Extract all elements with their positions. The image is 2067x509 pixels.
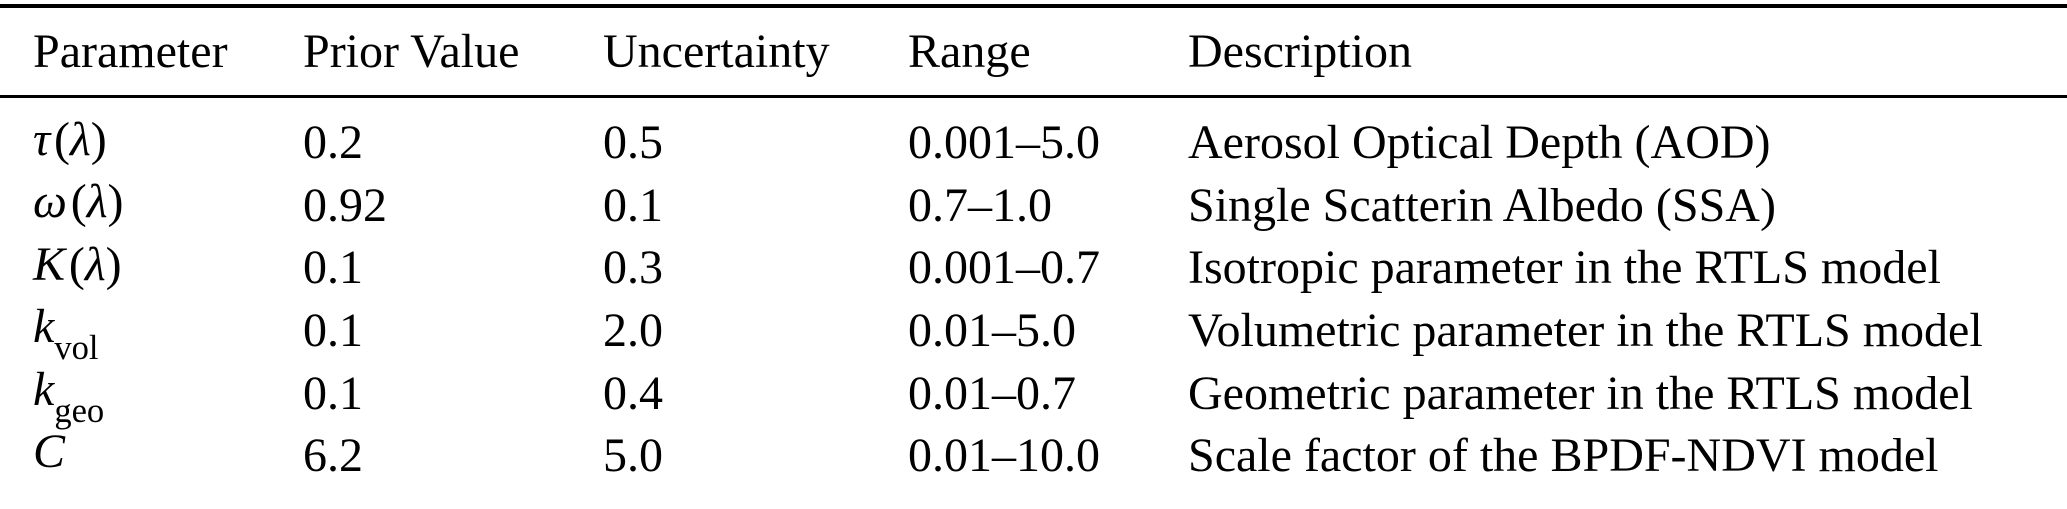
param-argument: λ [70, 112, 91, 166]
param-paren-open: ( [54, 112, 70, 166]
description-cell: Isotropic parameter in the RTLS model [1188, 241, 1941, 295]
parameters-table: Parameter Prior Value Uncertainty Range … [0, 4, 2067, 509]
col-header-range: Range [908, 6, 1188, 98]
table-row: τ(λ) 0.2 0.5 0.001–5.0 Aerosol Optical D… [0, 96, 2067, 174]
param-paren-close: ) [90, 112, 107, 166]
parameter-cell: C [0, 424, 303, 509]
uncertainty-cell: 0.5 [603, 116, 663, 170]
prior-value-cell: 0.1 [303, 241, 363, 295]
uncertainty-cell: 0.1 [603, 178, 663, 232]
parameter-cell: kvol [0, 299, 303, 367]
col-header-prior-value: Prior Value [303, 6, 603, 98]
prior-value-cell: 0.2 [303, 116, 363, 170]
prior-value-cell: 0.92 [303, 178, 387, 232]
prior-value-cell: 6.2 [303, 429, 363, 483]
param-subscript: geo [54, 391, 105, 430]
param-subscript: vol [54, 329, 99, 368]
uncertainty-cell: 0.3 [603, 241, 663, 295]
param-paren-open: ( [68, 237, 85, 291]
param-paren-open: ( [70, 175, 87, 229]
col-header-uncertainty: Uncertainty [603, 6, 908, 98]
table-row: ω(λ) 0.92 0.1 0.7–1.0 Single Scatterin A… [0, 174, 2067, 237]
param-paren-close: ) [105, 237, 122, 291]
description-cell: Volumetric parameter in the RTLS model [1188, 304, 1983, 358]
range-cell: 0.001–0.7 [908, 241, 1100, 295]
table-row: K(λ) 0.1 0.3 0.001–0.7 Isotropic paramet… [0, 237, 2067, 300]
param-argument: λ [86, 175, 108, 229]
parameter-cell: τ(λ) [0, 96, 303, 174]
description-cell: Aerosol Optical Depth (AOD) [1188, 116, 1771, 170]
table-row: kgeo 0.1 0.4 0.01–0.7 Geometric paramete… [0, 362, 2067, 430]
param-argument: λ [84, 237, 106, 291]
table-row: kvol 0.1 2.0 0.01–5.0 Volumetric paramet… [0, 299, 2067, 367]
param-paren-close: ) [107, 175, 124, 229]
parameter-cell: kgeo [0, 362, 303, 430]
parameter-cell: K(λ) [0, 237, 303, 300]
range-cell: 0.01–5.0 [908, 304, 1076, 358]
description-cell: Scale factor of the BPDF-NDVI model [1188, 429, 1939, 483]
param-symbol: C [33, 425, 66, 479]
uncertainty-cell: 0.4 [603, 366, 663, 420]
range-cell: 0.7–1.0 [908, 178, 1052, 232]
prior-value-cell: 0.1 [303, 366, 363, 420]
table-row: C 6.2 5.0 0.01–10.0 Scale factor of the … [0, 424, 2067, 509]
param-symbol: τ [33, 112, 51, 166]
uncertainty-cell: 2.0 [603, 304, 663, 358]
parameter-cell: ω(λ) [0, 174, 303, 237]
uncertainty-cell: 5.0 [603, 429, 663, 483]
param-symbol: k [33, 300, 55, 354]
param-symbol: k [33, 362, 55, 416]
description-cell: Single Scatterin Albedo (SSA) [1188, 178, 1776, 232]
range-cell: 0.001–5.0 [908, 116, 1100, 170]
col-header-parameter: Parameter [0, 6, 303, 98]
range-cell: 0.01–0.7 [908, 366, 1076, 420]
header-row: Parameter Prior Value Uncertainty Range … [0, 6, 2067, 98]
param-symbol: ω [33, 175, 67, 229]
param-symbol: K [33, 237, 66, 291]
range-cell: 0.01–10.0 [908, 429, 1100, 483]
col-header-description: Description [1188, 6, 2067, 98]
description-cell: Geometric parameter in the RTLS model [1188, 366, 1973, 420]
prior-value-cell: 0.1 [303, 304, 363, 358]
